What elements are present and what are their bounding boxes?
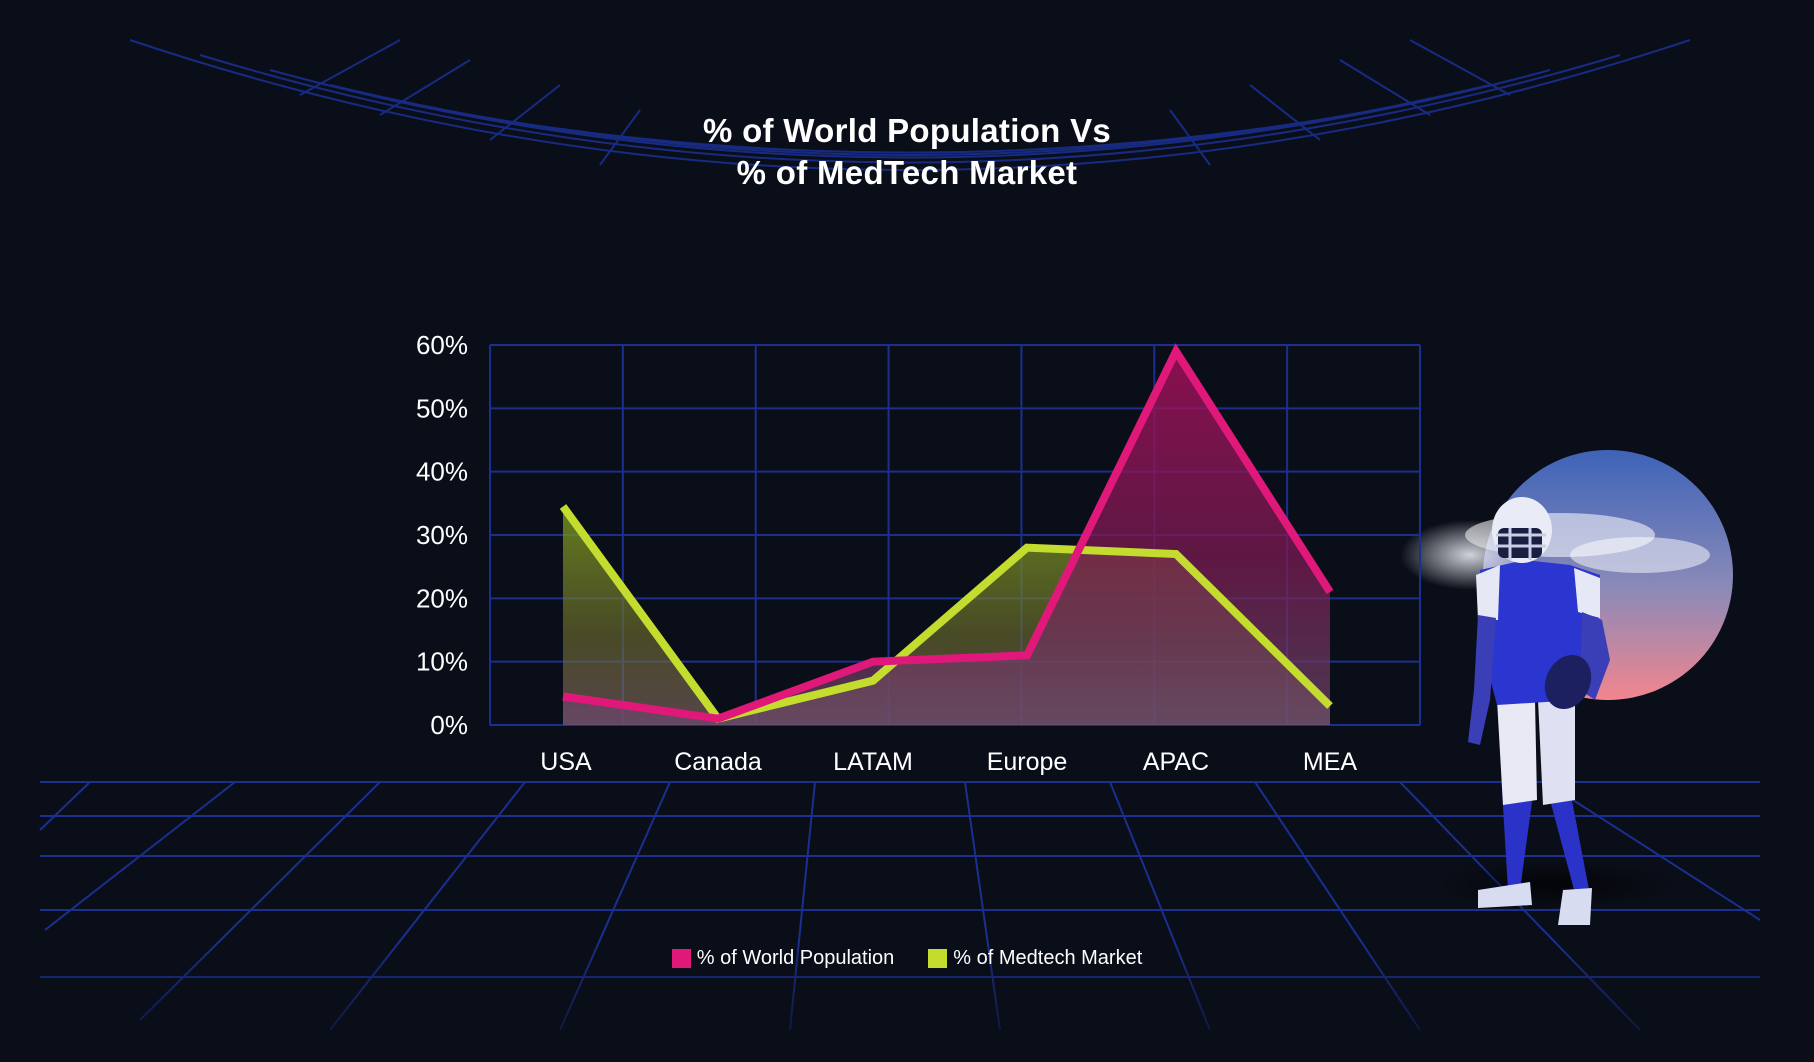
- y-tick-label: 60%: [416, 330, 468, 360]
- x-tick-label: Canada: [674, 748, 762, 776]
- y-tick-label: 0%: [430, 710, 468, 740]
- area-chart: 0% 10% 20% 30% 40% 50% 60% USA Canada LATAM Europ…: [416, 330, 1421, 776]
- x-tick-label: APAC: [1143, 748, 1209, 776]
- y-tick-label: 50%: [416, 393, 468, 423]
- legend-label-world-population: % of World Population: [696, 947, 895, 969]
- area-world-population: [563, 351, 1330, 725]
- x-axis-ticks: USA Canada LATAM Europe APAC MEA: [540, 748, 1357, 776]
- x-tick-label: USA: [540, 748, 592, 776]
- ceiling-decoration: [129, 39, 1691, 171]
- football-player-illustration: [1400, 450, 1733, 925]
- y-axis-ticks: 0% 10% 20% 30% 40% 50% 60%: [416, 330, 468, 740]
- chart-title-line-1: % of World Population Vs: [702, 112, 1112, 149]
- y-tick-label: 10%: [416, 647, 468, 677]
- legend-item-medtech-market: % of Medtech Market: [928, 947, 1142, 970]
- x-tick-label: MEA: [1303, 748, 1358, 776]
- chart-title-line-2: % of MedTech Market: [736, 154, 1078, 191]
- x-tick-label: LATAM: [833, 748, 913, 776]
- y-tick-label: 30%: [416, 520, 468, 550]
- y-tick-label: 20%: [416, 583, 468, 613]
- x-tick-label: Europe: [987, 748, 1068, 776]
- chart-lines: [559, 343, 1334, 724]
- line-medtech-market: [559, 504, 1333, 724]
- football: [1544, 654, 1592, 710]
- chart-legend: % of World Population % of Medtech Marke…: [0, 947, 1814, 970]
- chart-areas: [563, 351, 1330, 725]
- y-tick-label: 40%: [416, 457, 468, 487]
- legend-swatch-medtech-market: [928, 949, 948, 968]
- legend-item-world-population: % of World Population: [671, 947, 895, 970]
- legend-label-medtech-market: % of Medtech Market: [953, 947, 1143, 969]
- line-world-population: [562, 343, 1334, 723]
- legend-swatch-world-population: [671, 949, 691, 968]
